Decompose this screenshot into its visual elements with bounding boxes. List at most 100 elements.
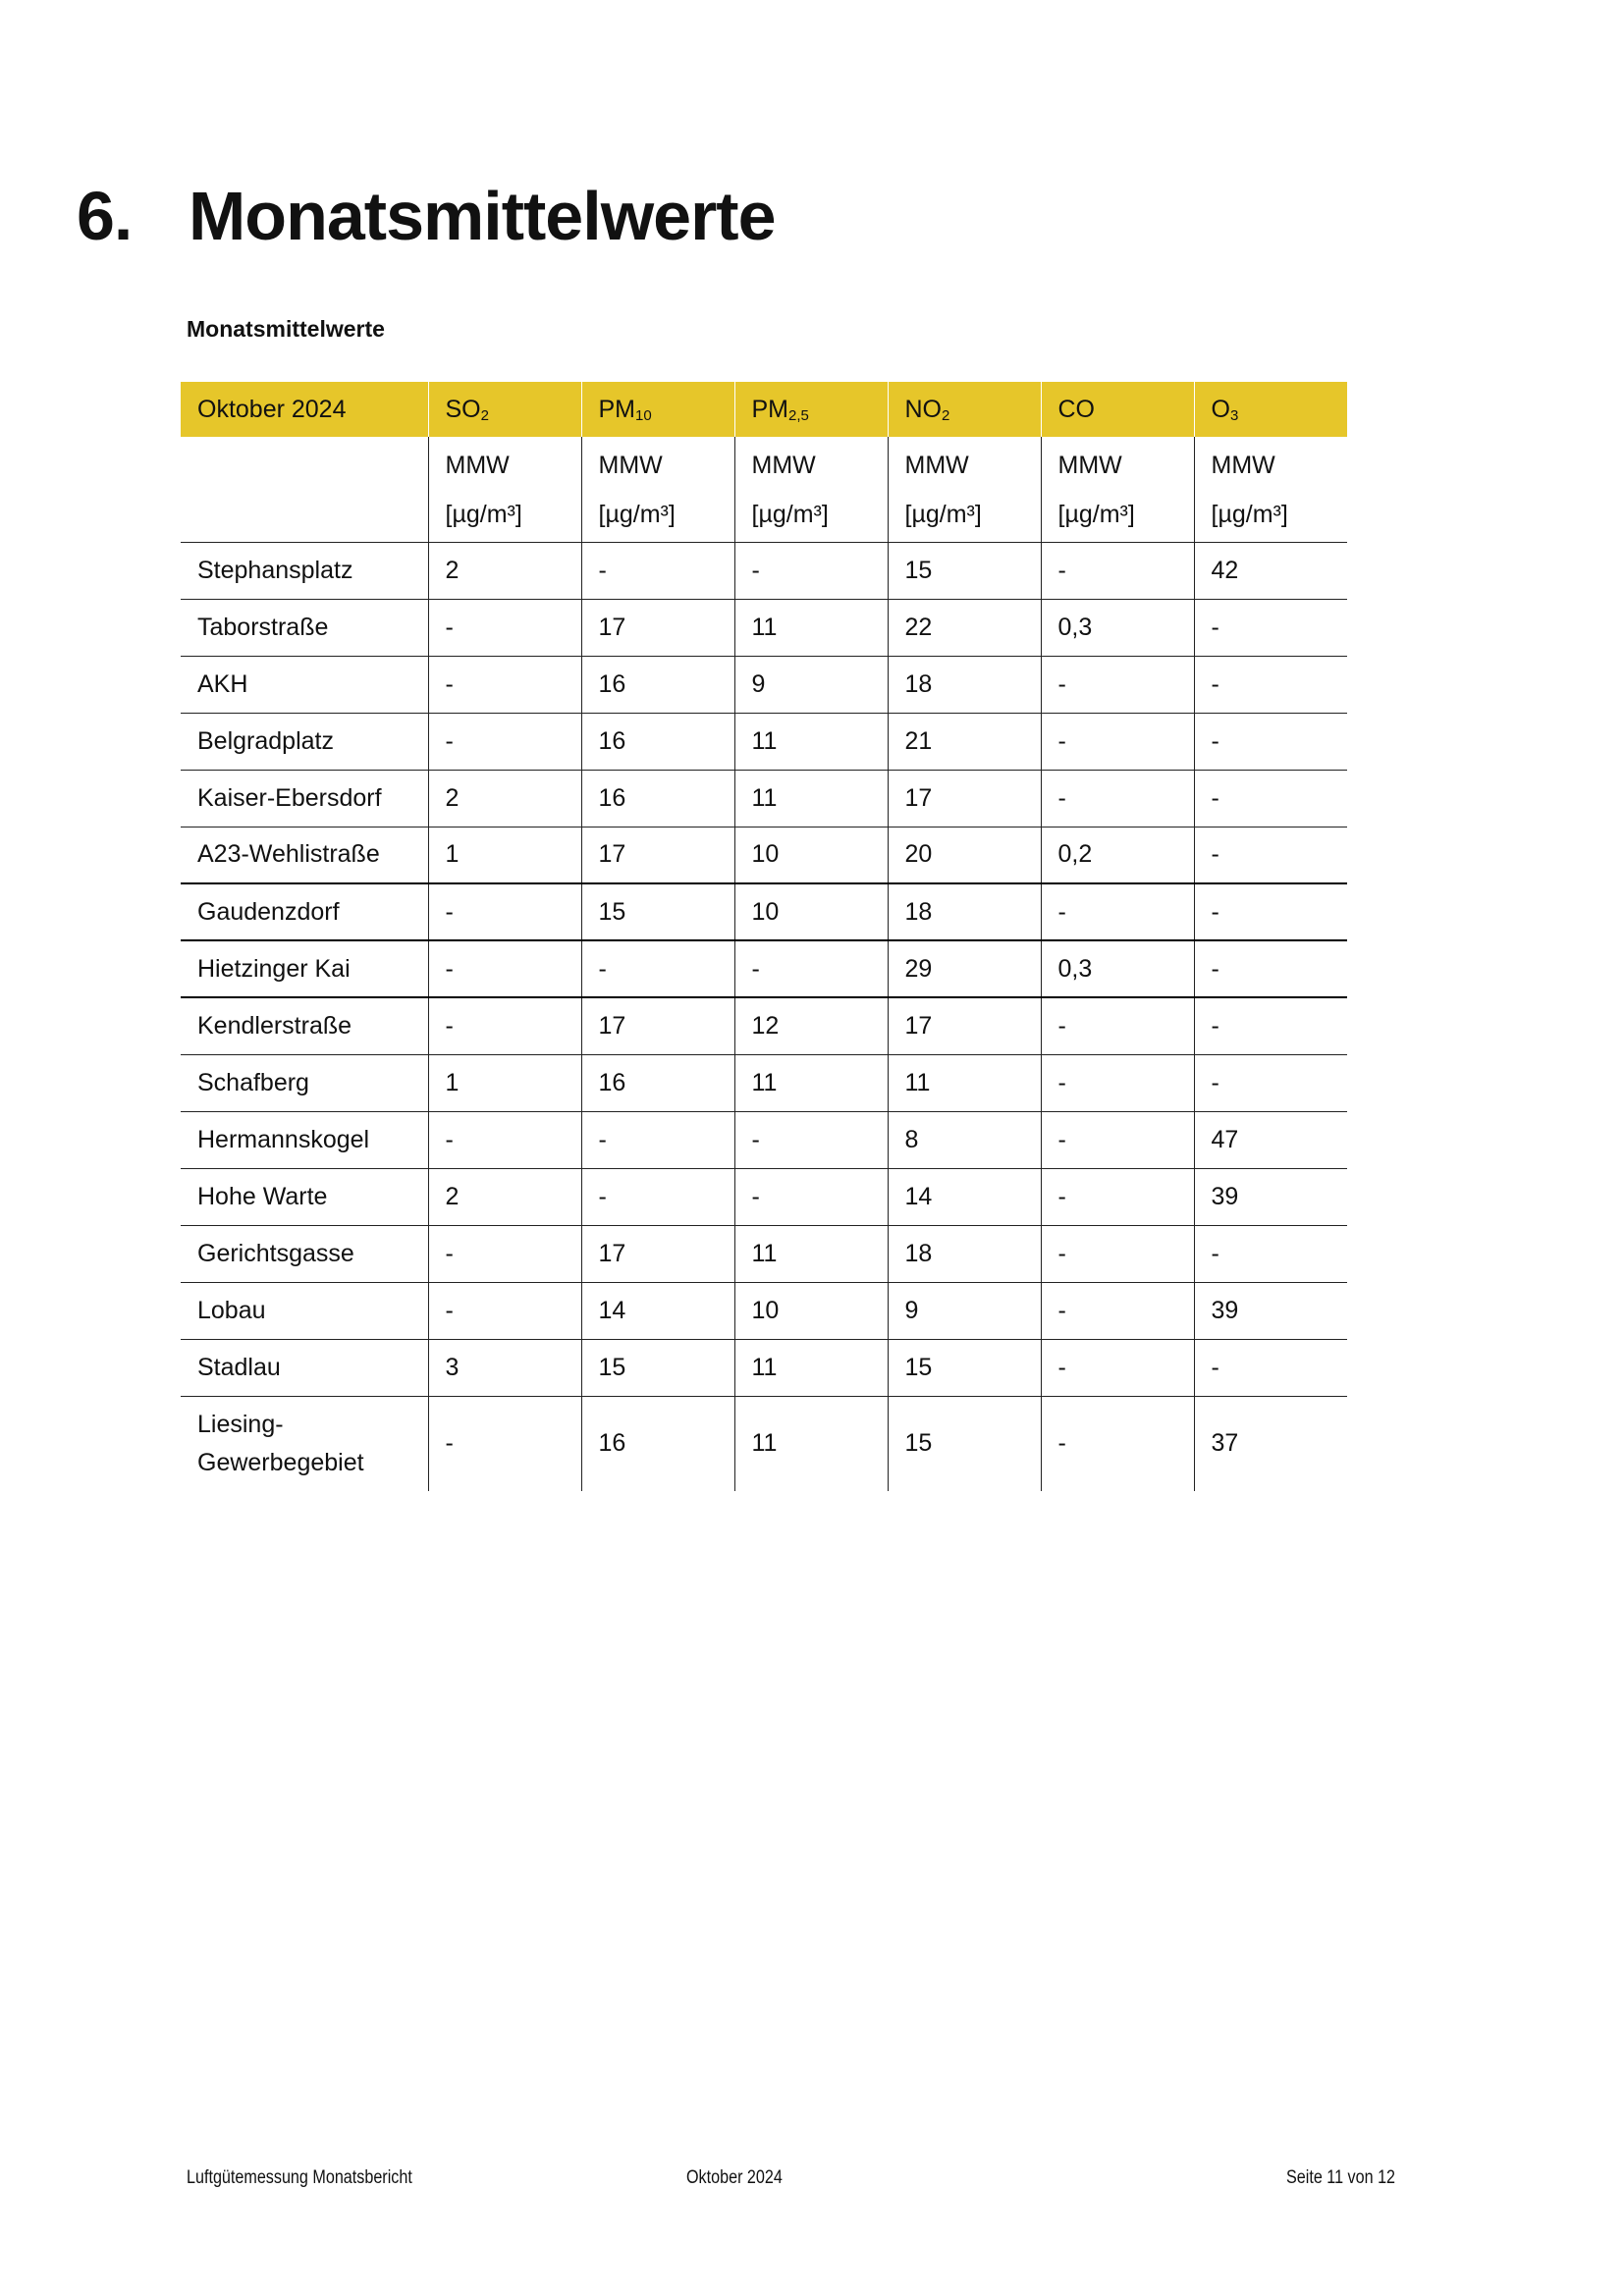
table-row: Schafberg 1 16 11 11- - [181,1054,1347,1112]
value-cell: 21 [887,713,1041,771]
unit-row: MMW [µg/m³] MMW [µg/m³] MMW [µg/m³] MMW [µg/m³]… [181,437,1347,543]
table-row: Liesing- Gewerbegebiet -16 11 15-37 [181,1396,1347,1491]
value-cell: 17 [580,827,734,884]
pollutant-name: SO [445,395,481,423]
value-cell: - [1040,656,1194,714]
value-cell: 3 [427,1339,581,1397]
station-name: Hermannskogel [181,1111,428,1169]
value-cell: - [733,1168,888,1226]
unit-label: [µg/m³] [445,501,522,528]
table-row: Lobau -14 10 9-39 [181,1282,1347,1340]
value-cell: - [1040,1282,1194,1340]
value-cell: - [427,883,581,941]
value-cell: 0,2 [1040,827,1194,884]
value-cell: 0,3 [1040,940,1194,998]
unit-cell: MMW [µg/m³] [1040,437,1194,543]
unit-label: [µg/m³] [598,501,676,528]
value-cell: 29 [887,940,1041,998]
value-cell: 39 [1193,1282,1347,1340]
value-cell: 15 [887,1339,1041,1397]
value-cell: - [1040,770,1194,828]
station-name: Stephansplatz [181,542,428,600]
table-caption: Monatsmittelwerte [187,316,385,342]
pollutant-name: O [1211,395,1230,423]
table-row: Stadlau 3 15 11 15- - [181,1339,1347,1397]
value-cell: - [427,997,581,1055]
value-cell: 17 [580,599,734,657]
value-cell: - [1193,1054,1347,1112]
period-header: Oktober 2024 [181,382,428,437]
value-cell: 22 [887,599,1041,657]
station-name: Stadlau [181,1339,428,1397]
value-cell: - [1193,713,1347,771]
value-cell: - [1193,1339,1347,1397]
table-row: Gerichtsgasse -17 11 18- - [181,1225,1347,1283]
value-cell: - [1193,997,1347,1055]
value-cell: 1 [427,827,581,884]
unit-cell: MMW [µg/m³] [887,437,1041,543]
value-cell: - [1193,940,1347,998]
value-cell: - [427,1225,581,1283]
value-cell: - [1040,1111,1194,1169]
station-name: Gerichtsgasse [181,1225,428,1283]
value-cell: 14 [580,1282,734,1340]
value-cell: 9 [887,1282,1041,1340]
pollutant-name: PM [598,395,636,423]
table-row: Hietzinger Kai - - -29 0,3- [181,940,1347,998]
pollutant-name: PM [751,395,789,423]
unit-cell: MMW [µg/m³] [427,437,581,543]
value-cell: - [1040,997,1194,1055]
value-cell: 16 [580,770,734,828]
value-cell: 9 [733,656,888,714]
value-cell: 18 [887,656,1041,714]
value-cell: - [733,1111,888,1169]
value-cell: 11 [733,1339,888,1397]
station-name: Hietzinger Kai [181,940,428,998]
value-cell: 11 [733,1054,888,1112]
unit-label: [µg/m³] [1211,501,1288,528]
value-cell: 17 [580,1225,734,1283]
value-cell: 16 [580,1396,734,1491]
station-name: AKH [181,656,428,714]
table-row: Belgradplatz -16 11 21- - [181,713,1347,771]
value-cell: 2 [427,1168,581,1226]
pollutant-subscript: 2 [480,406,489,424]
value-cell: 10 [733,827,888,884]
value-cell: - [427,940,581,998]
value-cell: 11 [733,713,888,771]
value-cell: - [580,1168,734,1226]
station-name: Kendlerstraße [181,997,428,1055]
pollutant-subscript: 2 [942,406,950,424]
value-cell: - [1193,1225,1347,1283]
footer-left: Luftgütemessung Monatsbericht [187,2167,412,2188]
station-name: Belgradplatz [181,713,428,771]
station-name: Hohe Warte [181,1168,428,1226]
value-cell: - [1040,1225,1194,1283]
value-cell: - [580,542,734,600]
station-name: Lobau [181,1282,428,1340]
value-cell: 16 [580,656,734,714]
value-cell: 11 [733,1225,888,1283]
pollutant-subscript: 10 [635,406,652,424]
section-title: Monatsmittelwerte [189,178,777,254]
station-name: Schafberg [181,1054,428,1112]
value-cell: 15 [887,542,1041,600]
metric-label: MMW [1057,452,1122,479]
value-cell: - [733,542,888,600]
footer-center: Oktober 2024 [686,2167,783,2188]
value-cell: - [1193,656,1347,714]
monthly-means-table: Oktober 2024 SO2 PM10 PM2,5 NO2 CO O3 MMW [µg/m³… [181,382,1347,1491]
value-cell: 15 [887,1396,1041,1491]
station-name: Kaiser-Ebersdorf [181,770,428,828]
table-row: Hermannskogel - - -8-47 [181,1111,1347,1169]
station-name: Gaudenzdorf [181,883,428,941]
empty-cell [181,437,428,543]
value-cell: - [1040,1054,1194,1112]
value-cell: 11 [733,770,888,828]
footer-right: Seite 11 von 12 [1286,2167,1396,2188]
metric-label: MMW [598,452,663,479]
table-row: AKH -16 9 18- - [181,656,1347,714]
value-cell: - [1193,883,1347,941]
value-cell: 16 [580,713,734,771]
